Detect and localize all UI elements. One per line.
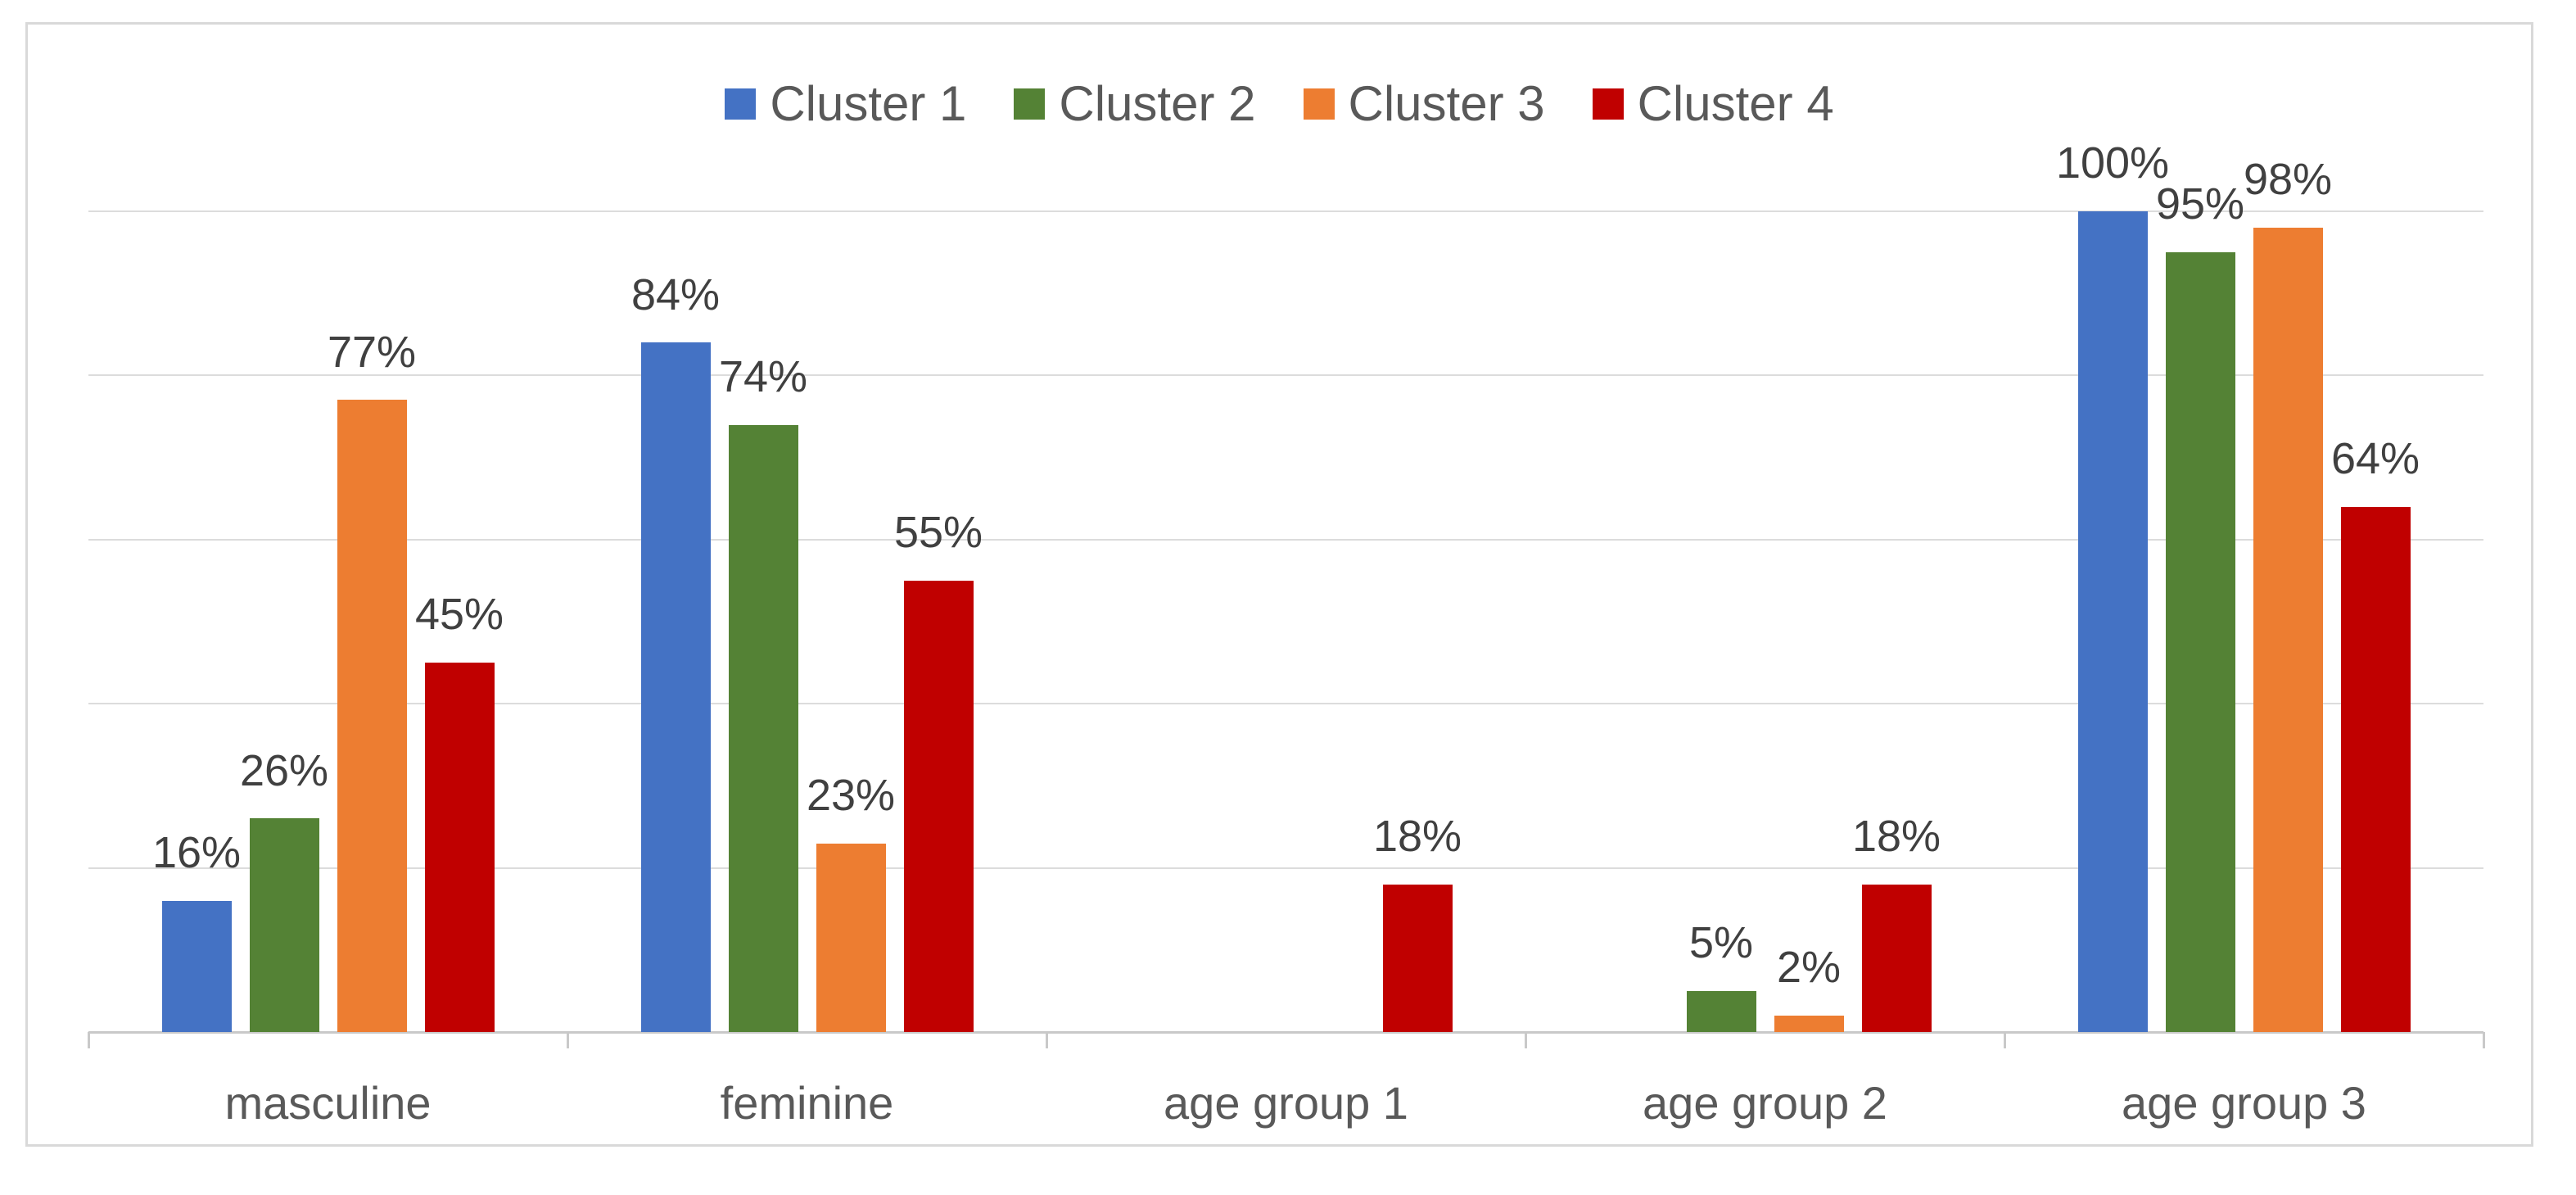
gridline-40 — [88, 703, 2483, 705]
bar-slot-cluster-4-age-group-1: 18% — [1373, 211, 1462, 1032]
bar-cluster-4-feminine — [903, 580, 974, 1032]
chart-legend: Cluster 1 Cluster 2 Cluster 3 Cluster 4 — [28, 75, 2531, 133]
bar-slot-cluster-1-masculine: 16% — [152, 211, 241, 1032]
data-label-cluster-3-feminine: 23% — [806, 770, 896, 820]
bar-slot-cluster-2-age-group-1 — [1208, 211, 1277, 1032]
x-axis-label-age-group-1: age group 1 — [1164, 1077, 1408, 1129]
bar-slot-cluster-4-masculine: 45% — [415, 211, 504, 1032]
data-label-cluster-1-masculine: 16% — [151, 828, 242, 877]
data-label-cluster-4-masculine: 45% — [414, 590, 504, 640]
legend-marker-cluster-3 — [1303, 88, 1335, 120]
legend-marker-cluster-2 — [1014, 88, 1046, 120]
legend-marker-cluster-1 — [725, 88, 757, 120]
bar-cluster-1-feminine — [640, 342, 711, 1032]
data-label-cluster-2-masculine: 26% — [239, 745, 329, 795]
category-group-age-group-2: 5% 2% 18% — [1525, 211, 2004, 1032]
legend-item-cluster-1: Cluster 1 — [725, 79, 966, 129]
x-axis-label-age-group-2: age group 2 — [1643, 1077, 1887, 1129]
category-group-age-group-1: 18% — [1046, 211, 1525, 1032]
data-label-cluster-2-feminine: 74% — [718, 351, 808, 401]
bar-slot-cluster-1-age-group-2 — [1599, 211, 1669, 1032]
bar-cluster-1-masculine — [161, 900, 232, 1032]
bar-cluster-2-age-group-2 — [1686, 990, 1756, 1032]
category-group-feminine: 84% 74% 23% 55% — [567, 211, 1046, 1032]
bar-slot-cluster-3-age-group-3: 98% — [2244, 156, 2332, 1032]
bar-slot-cluster-3-age-group-2: 2% — [1774, 211, 1844, 1032]
bar-cluster-4-age-group-2 — [1861, 884, 1932, 1032]
data-label-cluster-4-age-group-3: 64% — [2330, 434, 2420, 484]
data-label-cluster-3-age-group-2: 2% — [1776, 943, 1842, 993]
bar-slot-cluster-1-age-group-3: 100% — [2056, 140, 2169, 1032]
bar-cluster-2-feminine — [728, 424, 798, 1032]
axis-tick — [87, 1032, 90, 1048]
axis-tick — [1045, 1032, 1048, 1048]
legend-label-cluster-1: Cluster 1 — [770, 76, 967, 131]
bar-slot-cluster-4-feminine: 55% — [894, 211, 983, 1032]
data-label-cluster-2-age-group-3: 95% — [2155, 179, 2245, 229]
axis-tick — [1524, 1032, 1527, 1048]
axis-tick — [2003, 1032, 2006, 1048]
bar-cluster-3-feminine — [816, 843, 886, 1032]
bar-slot-cluster-3-feminine: 23% — [807, 211, 895, 1032]
bar-slot-cluster-2-age-group-2: 5% — [1686, 211, 1756, 1032]
legend-marker-cluster-4 — [1592, 88, 1624, 120]
bar-slot-cluster-4-age-group-2: 18% — [1852, 211, 1941, 1032]
axis-tick — [566, 1032, 569, 1048]
bar-slot-cluster-4-age-group-3: 64% — [2331, 211, 2420, 1032]
gridline-60 — [88, 538, 2483, 541]
data-label-cluster-3-age-group-3: 98% — [2243, 155, 2333, 205]
data-label-cluster-1-feminine: 84% — [630, 269, 721, 319]
bar-cluster-4-masculine — [424, 663, 495, 1032]
gridline-80 — [88, 374, 2483, 377]
bar-cluster-3-age-group-2 — [1774, 1015, 1844, 1032]
bar-slot-cluster-3-masculine: 77% — [328, 211, 416, 1032]
legend-label-cluster-2: Cluster 2 — [1059, 76, 1256, 131]
bar-slot-cluster-2-age-group-3: 95% — [2156, 181, 2244, 1032]
bar-slot-cluster-3-age-group-1 — [1295, 211, 1365, 1032]
bar-cluster-4-age-group-1 — [1382, 884, 1453, 1032]
data-label-cluster-3-masculine: 77% — [327, 327, 417, 377]
data-label-cluster-1-age-group-3: 100% — [2055, 138, 2170, 188]
chart-frame: Cluster 1 Cluster 2 Cluster 3 Cluster 4 16%… — [25, 22, 2533, 1147]
legend-item-cluster-4: Cluster 4 — [1592, 76, 1834, 131]
x-axis-label-masculine: masculine — [224, 1077, 432, 1129]
x-axis-labels: masculine feminine age group 1 age group 2 a… — [88, 1078, 2483, 1143]
data-label-cluster-4-feminine: 55% — [893, 508, 983, 558]
bar-slot-cluster-2-feminine: 74% — [719, 211, 807, 1032]
gridline-100 — [88, 210, 2483, 212]
x-axis-line — [88, 1031, 2483, 1034]
data-label-cluster-4-age-group-2: 18% — [1851, 811, 1941, 861]
bar-slot-cluster-1-feminine: 84% — [631, 211, 720, 1032]
plot-area: 16% 26% 77% 45% 84% 74% 23% 55% 18% 5% 2% 18% 100% 95… — [87, 140, 2485, 1048]
legend-item-cluster-2: Cluster 2 — [1014, 76, 1256, 131]
legend-label-cluster-4: Cluster 4 — [1637, 76, 1834, 131]
category-group-masculine: 16% 26% 77% 45% — [88, 211, 567, 1032]
axis-tick — [2482, 1032, 2485, 1048]
data-label-cluster-2-age-group-2: 5% — [1688, 918, 1754, 968]
category-group-age-group-3: 100% 95% 98% 64% — [2004, 140, 2483, 1032]
gridline-20 — [88, 867, 2483, 869]
bar-cluster-2-age-group-3 — [2165, 252, 2235, 1032]
data-label-cluster-4-age-group-1: 18% — [1372, 811, 1462, 861]
bar-cluster-1-age-group-3 — [2077, 211, 2148, 1032]
bar-slot-cluster-2-masculine: 26% — [240, 211, 328, 1032]
bar-cluster-3-masculine — [337, 400, 407, 1032]
legend-label-cluster-3: Cluster 3 — [1348, 76, 1545, 131]
bar-cluster-4-age-group-3 — [2340, 506, 2411, 1032]
bar-slot-cluster-1-age-group-1 — [1120, 211, 1190, 1032]
bar-cluster-2-masculine — [249, 818, 319, 1032]
x-axis-label-feminine: feminine — [720, 1077, 894, 1129]
x-axis-label-age-group-3: age group 3 — [2122, 1077, 2366, 1129]
legend-item-cluster-3: Cluster 3 — [1303, 76, 1545, 131]
bar-cluster-3-age-group-3 — [2253, 228, 2323, 1032]
